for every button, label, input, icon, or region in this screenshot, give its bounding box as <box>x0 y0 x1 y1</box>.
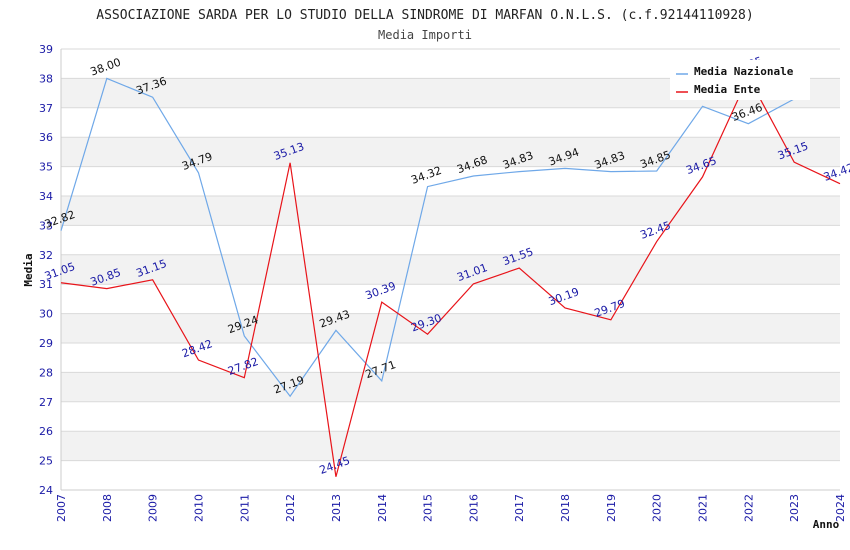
x-tick-label: 2021 <box>697 494 710 522</box>
axes <box>60 49 840 491</box>
x-tick-label: 2024 <box>834 494 847 522</box>
grid-band <box>61 431 840 461</box>
x-tick-label: 2017 <box>513 494 526 522</box>
x-tick-label: 2012 <box>284 494 297 522</box>
x-tick-label: 2023 <box>788 494 801 522</box>
y-tick-label: 36 <box>39 131 53 144</box>
y-tick-label: 38 <box>39 72 53 85</box>
x-tick-label: 2013 <box>330 494 343 522</box>
x-tick-label: 2019 <box>605 494 618 522</box>
x-tick-label: 2015 <box>422 494 435 522</box>
legend-label-media-ente: Media Ente <box>694 83 761 96</box>
data-label-media-nazionale: 34.32 <box>409 164 443 187</box>
series-lines <box>60 75 841 477</box>
legend-label-media-nazionale: Media Nazionale <box>694 65 794 78</box>
legend-box <box>670 60 810 100</box>
x-tick-label: 2016 <box>467 494 480 522</box>
data-label-media-ente: 30.19 <box>547 285 581 308</box>
plot-background-bands <box>61 78 840 461</box>
y-tick-label: 35 <box>39 161 53 174</box>
chart-title: ASSOCIAZIONE SARDA PER LO STUDIO DELLA S… <box>96 8 753 23</box>
y-tick-label: 39 <box>39 43 53 56</box>
grid-band <box>61 254 840 285</box>
x-tick-label: 2014 <box>376 494 389 522</box>
y-tick-label: 27 <box>39 396 53 409</box>
y-axis-label: Media <box>22 253 35 286</box>
y-tick-label: 26 <box>39 425 53 438</box>
x-tick-label: 2009 <box>147 494 160 522</box>
y-tick-label: 37 <box>39 102 53 115</box>
x-tick-label: 2018 <box>559 494 572 522</box>
y-tick-label: 29 <box>39 337 53 350</box>
x-tick-labels: 2007 2008 2009 2010 2011 2012 2013 2014 2015 2016… <box>55 494 847 522</box>
data-label-media-nazionale: 32.82 <box>43 208 77 231</box>
x-tick-label: 2011 <box>238 494 251 522</box>
x-tick-label: 2020 <box>651 494 664 522</box>
legend: Media Nazionale Media Ente <box>670 60 810 100</box>
y-tick-label: 34 <box>39 190 53 203</box>
grid-band <box>61 313 840 343</box>
x-tick-label: 2007 <box>55 494 68 522</box>
y-tick-label: 24 <box>39 484 53 497</box>
series-line-media-nazionale <box>60 77 795 398</box>
y-tick-label: 28 <box>39 366 53 379</box>
y-tick-label: 25 <box>39 455 53 468</box>
grid-band <box>61 196 840 226</box>
series-line-media-ente <box>60 75 841 477</box>
y-tick-label: 32 <box>39 249 53 262</box>
grid-band <box>61 137 840 167</box>
y-tick-label: 31 <box>39 278 53 291</box>
data-label-media-nazionale: 38.00 <box>89 56 123 79</box>
y-tick-labels: 24 25 26 27 28 29 30 31 32 33 34 35 36 37 38 39 <box>39 43 53 497</box>
x-tick-label: 2008 <box>101 494 114 522</box>
y-tick-label: 33 <box>39 219 53 232</box>
x-tick-label: 2010 <box>192 494 205 522</box>
x-tick-label: 2022 <box>742 494 755 522</box>
chart-subtitle: Media Importi <box>378 28 472 42</box>
y-tick-label: 30 <box>39 308 53 321</box>
x-axis-label: Anno <box>813 518 840 531</box>
grid-band <box>61 372 840 402</box>
gridlines <box>61 48 840 491</box>
